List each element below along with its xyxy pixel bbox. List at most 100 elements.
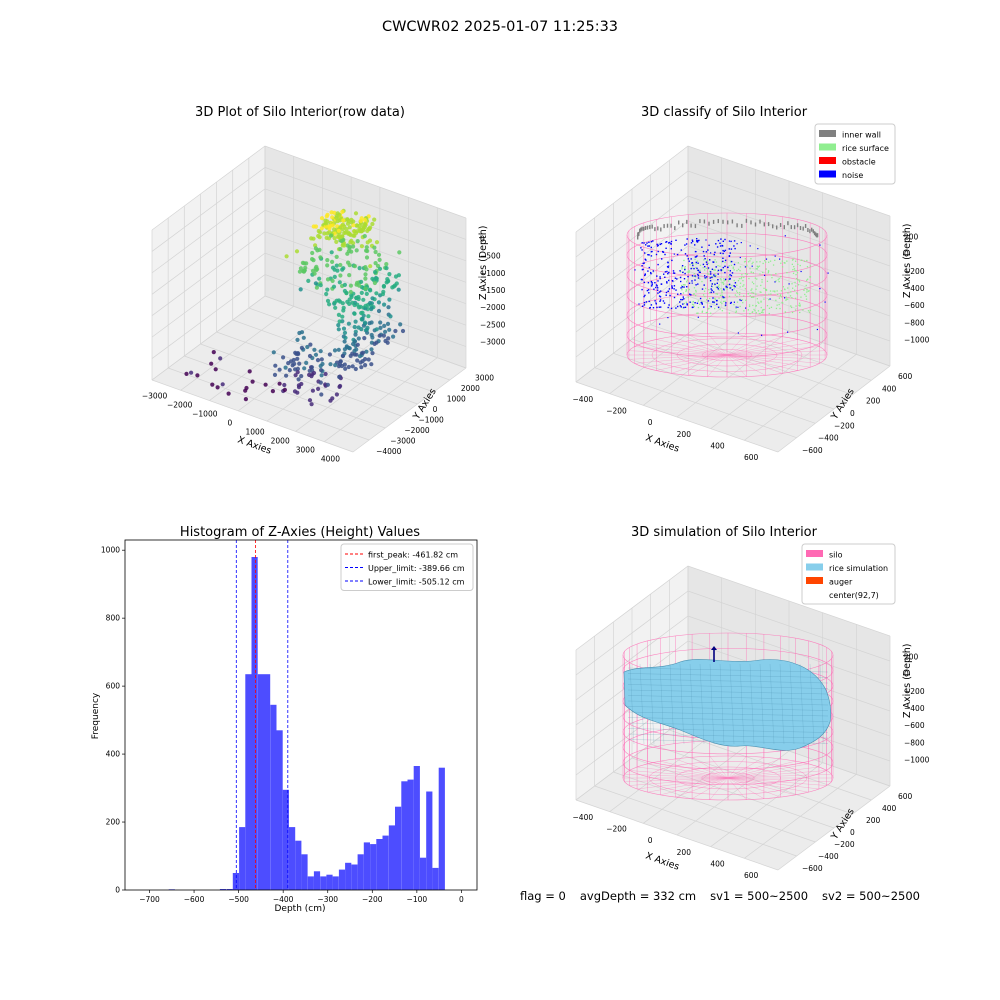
rice-surface-point <box>711 286 713 288</box>
rice-surface-point <box>699 269 701 271</box>
noise-point <box>724 238 726 241</box>
surface-mesh-line <box>689 663 695 745</box>
rice-surface-point <box>732 267 734 269</box>
noise-point <box>662 250 664 253</box>
noise-point <box>687 258 689 260</box>
noise-point <box>709 277 711 279</box>
rice-surface-point <box>682 307 684 309</box>
histogram-y-tick: 800 <box>106 614 121 623</box>
raw-point <box>297 361 302 366</box>
raw-point <box>382 302 387 307</box>
raw-point <box>339 238 344 244</box>
simulation-silo-spoke <box>727 757 765 779</box>
raw-point <box>298 287 303 292</box>
rice-surface-point <box>705 312 707 314</box>
raw-point <box>400 328 406 334</box>
histogram-y-tick: 600 <box>106 682 121 691</box>
rice-surface-point <box>739 282 742 284</box>
raw-point <box>319 368 324 373</box>
inner-wall-point <box>670 223 672 228</box>
raw-point <box>247 369 252 374</box>
noise-point <box>717 269 720 272</box>
rice-surface-point <box>755 268 757 270</box>
noise-point <box>663 273 665 275</box>
raw-point <box>330 215 335 220</box>
rice-surface-point <box>803 260 806 262</box>
rice-surface-point <box>728 295 731 298</box>
raw-point <box>385 279 390 284</box>
noise-point <box>670 307 673 310</box>
rice-surface-point <box>739 286 741 288</box>
rice-surface-point <box>766 280 769 282</box>
raw-point <box>357 266 362 271</box>
noise-point <box>668 265 670 267</box>
raw-point <box>211 350 216 355</box>
rice-surface-point <box>792 287 794 289</box>
rice-surface-point <box>735 311 737 314</box>
classify-silo-spoke <box>688 334 728 356</box>
rice-surface-point <box>791 311 794 314</box>
noise-point <box>662 251 665 253</box>
simulation-legend-entry: silo <box>829 551 843 560</box>
noise-point <box>734 282 737 284</box>
raw-y-tick: 0 <box>433 405 438 414</box>
surface-mesh-line <box>739 663 745 745</box>
raw-point <box>364 245 369 250</box>
simulation-z-tick: −200 <box>904 687 925 696</box>
rice-surface-point <box>770 274 773 276</box>
inner-wall-point <box>812 229 814 234</box>
raw-point <box>357 229 362 234</box>
noise-point <box>671 286 673 289</box>
noise-point <box>694 302 696 304</box>
rice-surface-point <box>692 301 694 303</box>
rice-surface-point <box>751 263 753 265</box>
simulation-legend: silo rice simulation auger center(92,7) <box>801 543 896 605</box>
inner-wall-point <box>809 229 811 234</box>
rice-surface-point <box>791 263 793 265</box>
rice-surface-point <box>707 272 709 275</box>
raw-point <box>372 217 377 222</box>
raw-point <box>347 273 352 278</box>
noise-point <box>670 240 673 243</box>
raw-point <box>324 291 329 297</box>
noise-point <box>733 285 735 287</box>
simulation-y-tick: 400 <box>882 804 897 813</box>
simulation-legend-entry: rice simulation <box>829 564 888 573</box>
simulation-silo-spoke <box>727 773 832 779</box>
raw-point <box>370 351 375 356</box>
noise-point <box>704 277 706 279</box>
classify-silo-spoke <box>634 346 728 356</box>
noise-point <box>681 298 684 301</box>
raw-point <box>337 280 342 285</box>
noise-point <box>706 263 708 265</box>
noise-point <box>724 271 726 274</box>
raw-point <box>325 258 330 263</box>
rice-surface-point <box>769 290 772 292</box>
raw-point <box>296 377 301 382</box>
raw-y-tick: −2000 <box>404 426 430 435</box>
rice-surface-point <box>744 260 746 263</box>
noise-point <box>699 297 702 300</box>
rice-surface-point <box>809 265 811 267</box>
rice-surface-point <box>717 270 719 272</box>
sv2-readout: sv2 = 500~2500 <box>822 889 920 903</box>
raw-x-tick: 3000 <box>296 446 315 455</box>
rice-surface-point <box>721 261 723 263</box>
noise-point <box>702 263 705 266</box>
rice-surface-point <box>750 296 753 298</box>
status-footer: flag = 0 avgDepth = 332 cm sv1 = 500~2500 s… <box>520 889 934 903</box>
surface-mesh-line <box>789 663 795 745</box>
rice-surface-point <box>775 307 778 310</box>
rice-surface-point <box>796 272 799 274</box>
noise-point <box>686 286 688 288</box>
noise-point <box>650 304 653 306</box>
raw-point <box>337 374 342 380</box>
noise-point <box>641 268 644 271</box>
rice-surface-point <box>733 269 735 271</box>
simulation-rice-surface <box>623 646 832 751</box>
raw-point <box>311 236 316 241</box>
rice-surface-point <box>710 312 712 314</box>
simulation-tick-labels: −400−2000200400600−600−400−2000200400600… <box>573 653 930 881</box>
noise-point <box>719 245 722 247</box>
rice-surface-point <box>736 284 738 286</box>
